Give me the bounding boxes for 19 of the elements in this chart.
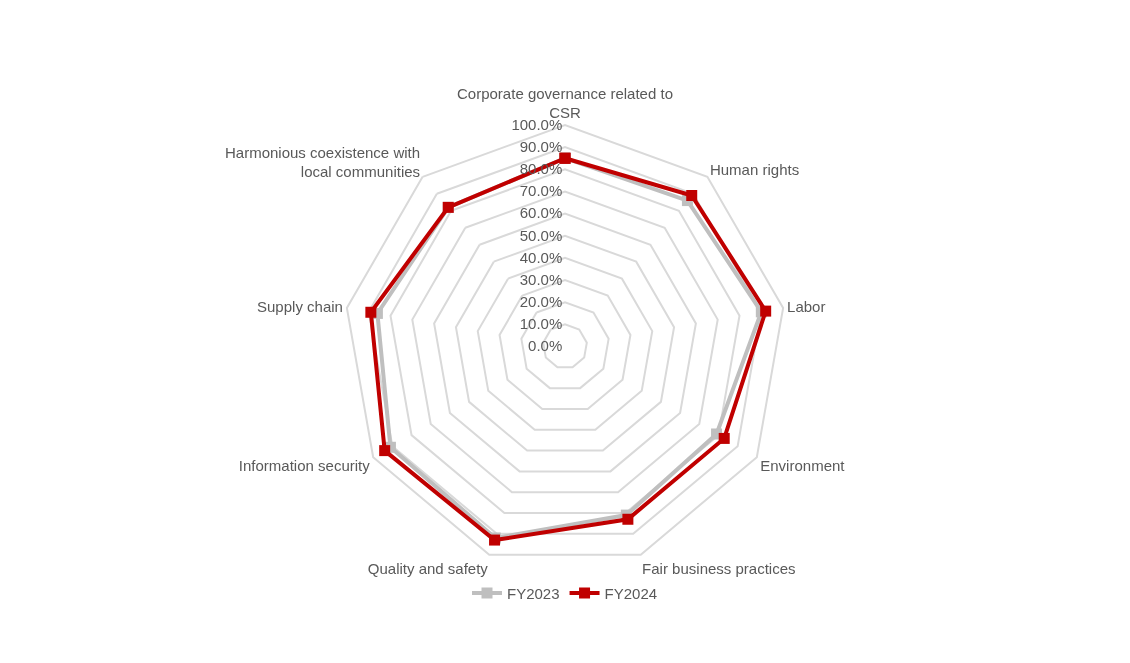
spoke-label: Harmonious coexistence with local communities (224, 143, 421, 181)
legend-label: FY2023 (507, 584, 560, 602)
spoke-label: Supply chain (257, 297, 343, 315)
spoke-label: Fair business practices (642, 560, 796, 578)
y-tick-label: 20.0% (519, 293, 563, 311)
y-tick-label: 10.0% (519, 315, 563, 333)
spoke-label: Environment (760, 457, 846, 475)
legend-label: FY2024 (604, 584, 658, 602)
spoke-label: Information security (238, 457, 371, 475)
spoke-label: Labor (787, 297, 826, 315)
y-tick-label: 60.0% (519, 204, 563, 222)
y-tick-label: 90.0% (519, 138, 563, 156)
y-tick-label: 40.0% (519, 248, 563, 266)
spoke-label: Human rights (709, 160, 800, 178)
y-tick-label: 70.0% (519, 182, 563, 200)
spoke-label: Quality and safety (367, 560, 489, 578)
y-tick-label: 50.0% (519, 226, 563, 244)
y-tick-label: 0.0% (528, 337, 563, 355)
y-tick-label: 30.0% (519, 270, 563, 288)
